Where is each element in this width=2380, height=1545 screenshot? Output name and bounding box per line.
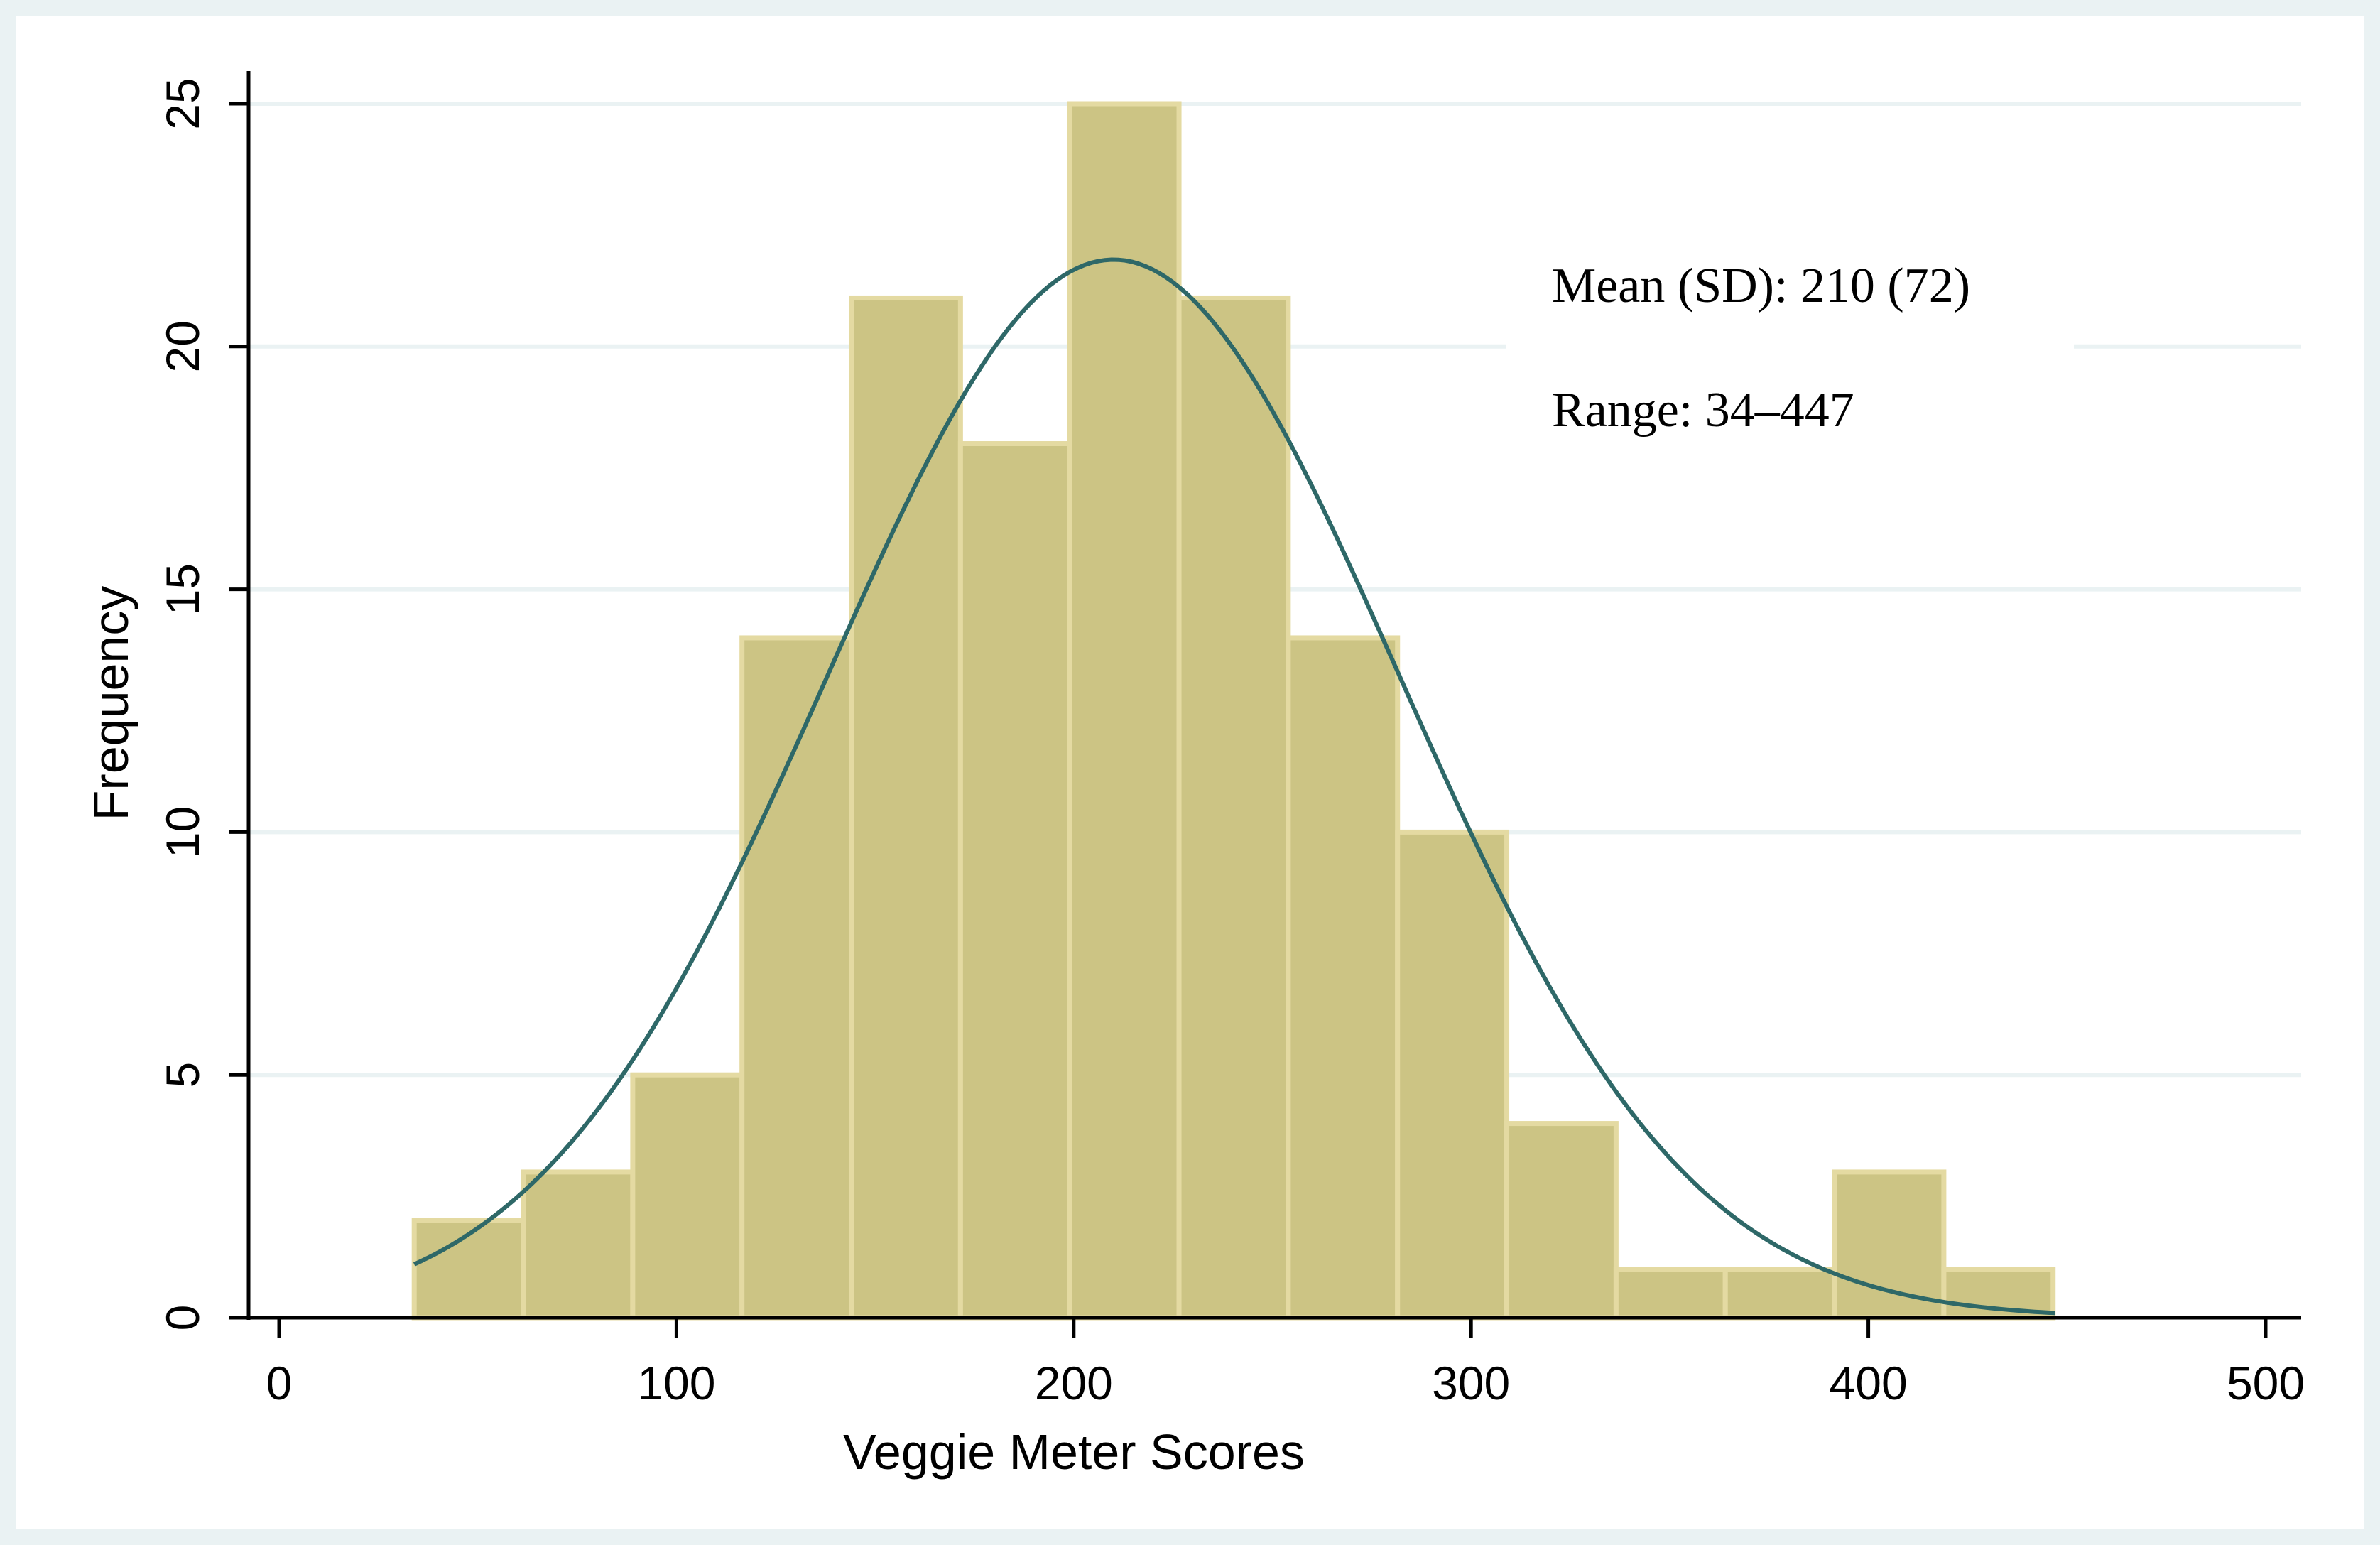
mean-sd-annotation: Mean (SD): 210 (72) — [1552, 259, 1970, 313]
y-tick-label: 20 — [156, 320, 209, 372]
histogram-bar — [411, 1218, 526, 1321]
x-tick-label: 0 — [266, 1357, 293, 1409]
x-tick-label: 300 — [1432, 1357, 1510, 1409]
y-tick-label: 15 — [156, 563, 209, 615]
histogram-bar — [849, 295, 963, 1321]
histogram-bar — [1176, 295, 1291, 1321]
histogram-bar — [1067, 101, 1182, 1321]
annotation-box — [1506, 234, 2074, 448]
y-tick-label: 25 — [156, 77, 209, 129]
histogram-bar — [739, 635, 854, 1321]
histogram-bar — [1504, 1121, 1619, 1321]
axes — [229, 71, 2301, 1338]
normal-density-curve — [413, 257, 2055, 1316]
y-tick-label: 10 — [156, 806, 209, 858]
y-tick-label: 5 — [156, 1062, 209, 1088]
x-tick-label: 500 — [2227, 1357, 2305, 1409]
histogram-bar — [630, 1072, 745, 1321]
histogram-bars — [411, 101, 2056, 1321]
x-tick-label: 100 — [637, 1357, 715, 1409]
histogram-bar — [1722, 1267, 1837, 1321]
x-axis-label: Veggie Meter Scores — [843, 1424, 1305, 1480]
y-axis-label: Frequency — [83, 586, 138, 821]
x-tick-labels: 0 100 200 300 400 500 — [266, 1357, 2305, 1409]
histogram-bar — [1832, 1169, 1947, 1321]
y-tick-label: 0 — [156, 1305, 209, 1331]
histogram-bar — [957, 441, 1072, 1321]
histogram-bar — [1286, 635, 1401, 1321]
range-annotation: Range: 34–447 — [1552, 383, 1854, 438]
y-tick-labels: 0 5 10 15 20 25 — [156, 77, 209, 1330]
histogram-bar — [521, 1169, 636, 1321]
histogram-bar — [1613, 1267, 1728, 1321]
histogram-bar — [1395, 829, 1510, 1321]
x-tick-label: 200 — [1035, 1357, 1113, 1409]
x-tick-label: 400 — [1830, 1357, 1908, 1409]
